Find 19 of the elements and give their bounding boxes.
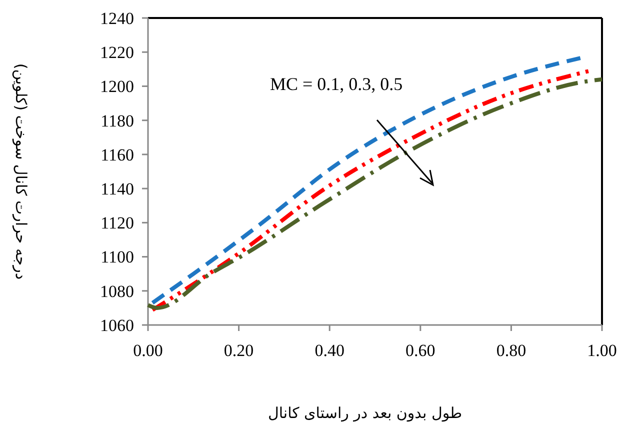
y-tick-label: 1160 [100,145,134,164]
y-tick-label: 1100 [100,248,134,267]
x-tick-label: 1.00 [587,341,617,360]
y-tick-label: 1200 [100,77,134,96]
x-tick-label: 0.00 [133,341,163,360]
y-tick-label: 1180 [100,111,134,130]
x-tick-label: 0.80 [496,341,526,360]
x-axis-title: طول بدون بعد در راستای کانال [268,404,462,422]
y-tick-label: 1060 [100,316,134,335]
y-tick-label: 1140 [100,180,134,199]
x-tick-label: 0.60 [406,341,436,360]
y-tick-label: 1220 [100,43,134,62]
x-tick-label: 0.40 [314,341,344,360]
y-tick-label: 1080 [100,282,134,301]
annotation: MC = 0.1, 0.3, 0.5 [270,74,403,94]
x-tick-label: 0.20 [224,341,254,360]
y-tick-label: 1240 [100,8,134,28]
y-tick-label: 1120 [100,214,134,233]
y-axis-title: درجه حرارت کانال سوخت (کلوین) [12,63,30,280]
